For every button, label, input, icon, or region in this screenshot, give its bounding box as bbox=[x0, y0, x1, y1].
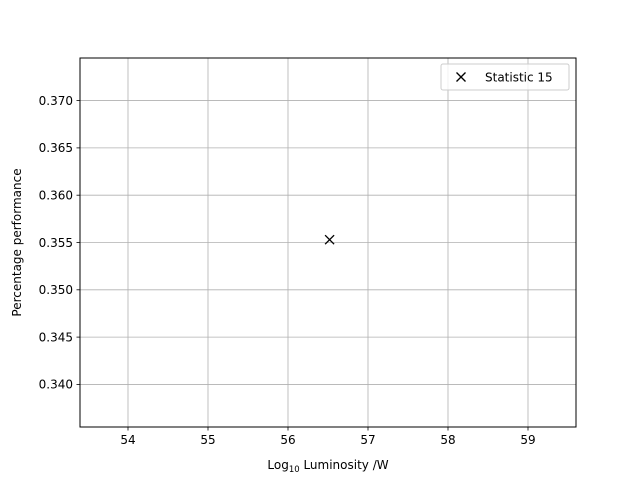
y-axis-label: Percentage performance bbox=[10, 168, 24, 316]
grid bbox=[80, 58, 576, 427]
x-tick-label: 58 bbox=[440, 433, 455, 447]
x-tick-label: 59 bbox=[520, 433, 535, 447]
y-tick-label: 0.345 bbox=[39, 330, 73, 344]
legend-label: Statistic 15 bbox=[485, 71, 553, 85]
y-tick-label: 0.355 bbox=[39, 236, 73, 250]
x-tick-label: 56 bbox=[280, 433, 295, 447]
y-tick-label: 0.350 bbox=[39, 283, 73, 297]
y-tick-label: 0.370 bbox=[39, 94, 73, 108]
x-tick-label: 55 bbox=[200, 433, 215, 447]
x-axis-label-prefix: Log bbox=[267, 458, 288, 472]
legend: Statistic 15 bbox=[440, 63, 570, 91]
data-point bbox=[324, 234, 335, 245]
x-axis-label-subscript: 10 bbox=[289, 465, 300, 475]
y-tick-label: 0.365 bbox=[39, 141, 73, 155]
y-tick-label: 0.360 bbox=[39, 188, 73, 202]
x-tick-label: 54 bbox=[120, 433, 135, 447]
x-axis-label-suffix: Luminosity /W bbox=[300, 458, 389, 472]
plot-area-frame bbox=[79, 57, 577, 428]
x-tick-label: 57 bbox=[360, 433, 375, 447]
x-axis-ticks: 54 55 56 57 58 59 bbox=[120, 427, 536, 447]
y-axis-ticks: 0.340 0.345 0.350 0.355 0.360 0.365 0.370 bbox=[39, 94, 80, 392]
data-points bbox=[324, 234, 335, 245]
x-axis-label: Log10 Luminosity /W bbox=[267, 458, 388, 475]
legend-marker bbox=[456, 72, 466, 82]
legend-box bbox=[440, 63, 570, 91]
y-tick-label: 0.340 bbox=[39, 378, 73, 392]
